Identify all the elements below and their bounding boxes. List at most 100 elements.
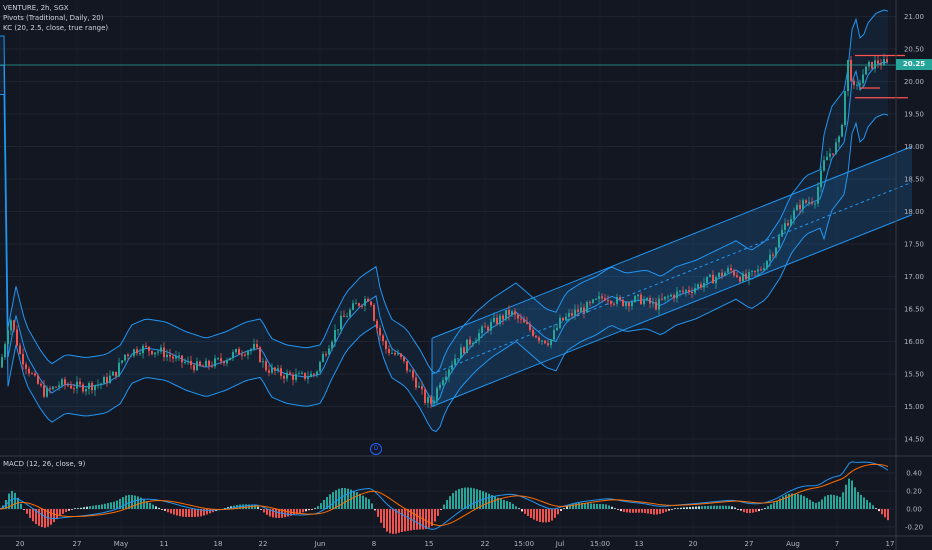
macd-histogram-bar bbox=[584, 502, 586, 509]
candle-body bbox=[175, 356, 177, 359]
candle-body bbox=[181, 355, 183, 363]
candle-body bbox=[763, 268, 765, 271]
macd-histogram-bar bbox=[752, 509, 754, 513]
candle-body bbox=[451, 365, 453, 370]
dividend-event-marker[interactable]: D bbox=[370, 443, 382, 455]
macd-histogram-bar bbox=[704, 505, 706, 509]
chart-legend: VENTURE, 2h, SGX Pivots (Traditional, Da… bbox=[3, 3, 108, 33]
price-tick-label: 16.00 bbox=[904, 338, 924, 346]
macd-histogram-bar bbox=[728, 505, 730, 509]
symbol-label[interactable]: VENTURE, 2h, SGX bbox=[3, 4, 69, 12]
time-tick-label: 11 bbox=[160, 540, 169, 548]
candle-body bbox=[673, 294, 675, 299]
macd-histogram-bar bbox=[11, 490, 13, 509]
candle-body bbox=[379, 328, 381, 336]
candle-body bbox=[724, 272, 726, 277]
macd-histogram-bar bbox=[464, 487, 466, 509]
candle-body bbox=[202, 365, 204, 367]
macd-histogram-bar bbox=[278, 509, 280, 518]
candle-body bbox=[679, 290, 681, 292]
macd-histogram-bar bbox=[227, 507, 229, 509]
candle-body bbox=[520, 318, 522, 320]
candle-body bbox=[586, 302, 588, 313]
candle-body bbox=[874, 60, 876, 69]
candle-body bbox=[292, 374, 294, 380]
macd-histogram-bar bbox=[815, 502, 817, 509]
macd-histogram-bar bbox=[146, 501, 148, 509]
candle-body bbox=[100, 383, 102, 385]
macd-histogram-bar bbox=[881, 509, 883, 515]
candle-body bbox=[748, 272, 750, 280]
macd-histogram-bar bbox=[785, 494, 787, 509]
time-tick-label: 7 bbox=[835, 540, 839, 548]
macd-histogram-bar bbox=[374, 509, 376, 511]
kc-indicator-label[interactable]: KC (20, 2.5, close, true range) bbox=[3, 24, 109, 32]
candle-body bbox=[733, 270, 735, 276]
candle-body bbox=[76, 381, 78, 389]
candle-body bbox=[352, 303, 354, 310]
macd-histogram-bar bbox=[647, 509, 649, 514]
candles bbox=[1, 53, 888, 409]
candle-body bbox=[676, 291, 678, 299]
candle-body bbox=[865, 66, 867, 75]
candle-body bbox=[448, 369, 450, 377]
candle-body bbox=[112, 371, 114, 376]
candle-body bbox=[331, 341, 333, 349]
macd-histogram-bar bbox=[872, 505, 874, 509]
candle-body bbox=[781, 229, 783, 237]
macd-histogram-bar bbox=[824, 496, 826, 509]
macd-histogram-bar bbox=[473, 488, 475, 509]
macd-histogram-bar bbox=[494, 496, 496, 509]
time-tick-label: Jun bbox=[314, 540, 326, 548]
candle-body bbox=[757, 269, 759, 272]
candle-body bbox=[118, 362, 120, 377]
candle-body bbox=[70, 385, 72, 389]
candle-body bbox=[298, 373, 300, 375]
candle-body bbox=[754, 270, 756, 272]
candle-body bbox=[772, 254, 774, 256]
macd-histogram-bar bbox=[524, 509, 526, 514]
candle-body bbox=[697, 284, 699, 289]
candle-body bbox=[325, 354, 327, 356]
macd-histogram-bar bbox=[101, 504, 103, 509]
candle-body bbox=[727, 268, 729, 273]
candle-body bbox=[535, 335, 537, 338]
macd-histogram-bar bbox=[203, 509, 205, 516]
macd-indicator-label[interactable]: MACD (12, 26, close, 9) bbox=[3, 460, 86, 468]
macd-histogram-bar bbox=[110, 502, 112, 509]
time-tick-label: 8 bbox=[372, 540, 376, 548]
macd-histogram-bar bbox=[602, 504, 604, 509]
macd-histogram-bar bbox=[620, 509, 622, 512]
macd-histogram-bar bbox=[95, 505, 97, 509]
macd-histogram-bar bbox=[617, 509, 619, 510]
macd-histogram-bar bbox=[869, 502, 871, 509]
macd-histogram-bar bbox=[644, 509, 646, 514]
candle-body bbox=[472, 342, 474, 345]
macd-histogram-bar bbox=[74, 508, 76, 509]
macd-histogram-bar bbox=[197, 509, 199, 517]
macd-histogram-bar bbox=[590, 503, 592, 509]
candle-body bbox=[868, 61, 870, 67]
macd-histogram-bar bbox=[266, 509, 268, 515]
macd-histogram-bar bbox=[854, 487, 856, 509]
macd-histogram-bar bbox=[539, 509, 541, 522]
candle-body bbox=[700, 284, 702, 288]
macd-histogram-bar bbox=[20, 503, 22, 509]
price-axis[interactable]: 21.00 20.50 20.00 19.50 19.00 18.50 18.00 17.50… bbox=[904, 13, 924, 444]
macd-histogram-bar bbox=[836, 495, 838, 509]
candle-body bbox=[544, 340, 546, 344]
candle-body bbox=[337, 329, 339, 331]
pivots-indicator-label[interactable]: Pivots (Traditional, Daily, 20) bbox=[3, 14, 104, 22]
time-axis[interactable]: 20 27 May 11 18 22 Jun 8 15 22 15:00 Jul 15:00 13 20 27… bbox=[16, 540, 895, 548]
macd-histogram-bar bbox=[311, 509, 313, 510]
candle-body bbox=[304, 372, 306, 379]
candle-body bbox=[139, 353, 141, 355]
price-tick-label: 16.50 bbox=[904, 306, 924, 314]
candle-body bbox=[526, 322, 528, 324]
macd-histogram-bar bbox=[485, 492, 487, 509]
macd-histogram-bar bbox=[830, 494, 832, 509]
candle-body bbox=[736, 275, 738, 278]
time-tick-label: 18 bbox=[214, 540, 223, 548]
candle-body bbox=[715, 277, 717, 284]
